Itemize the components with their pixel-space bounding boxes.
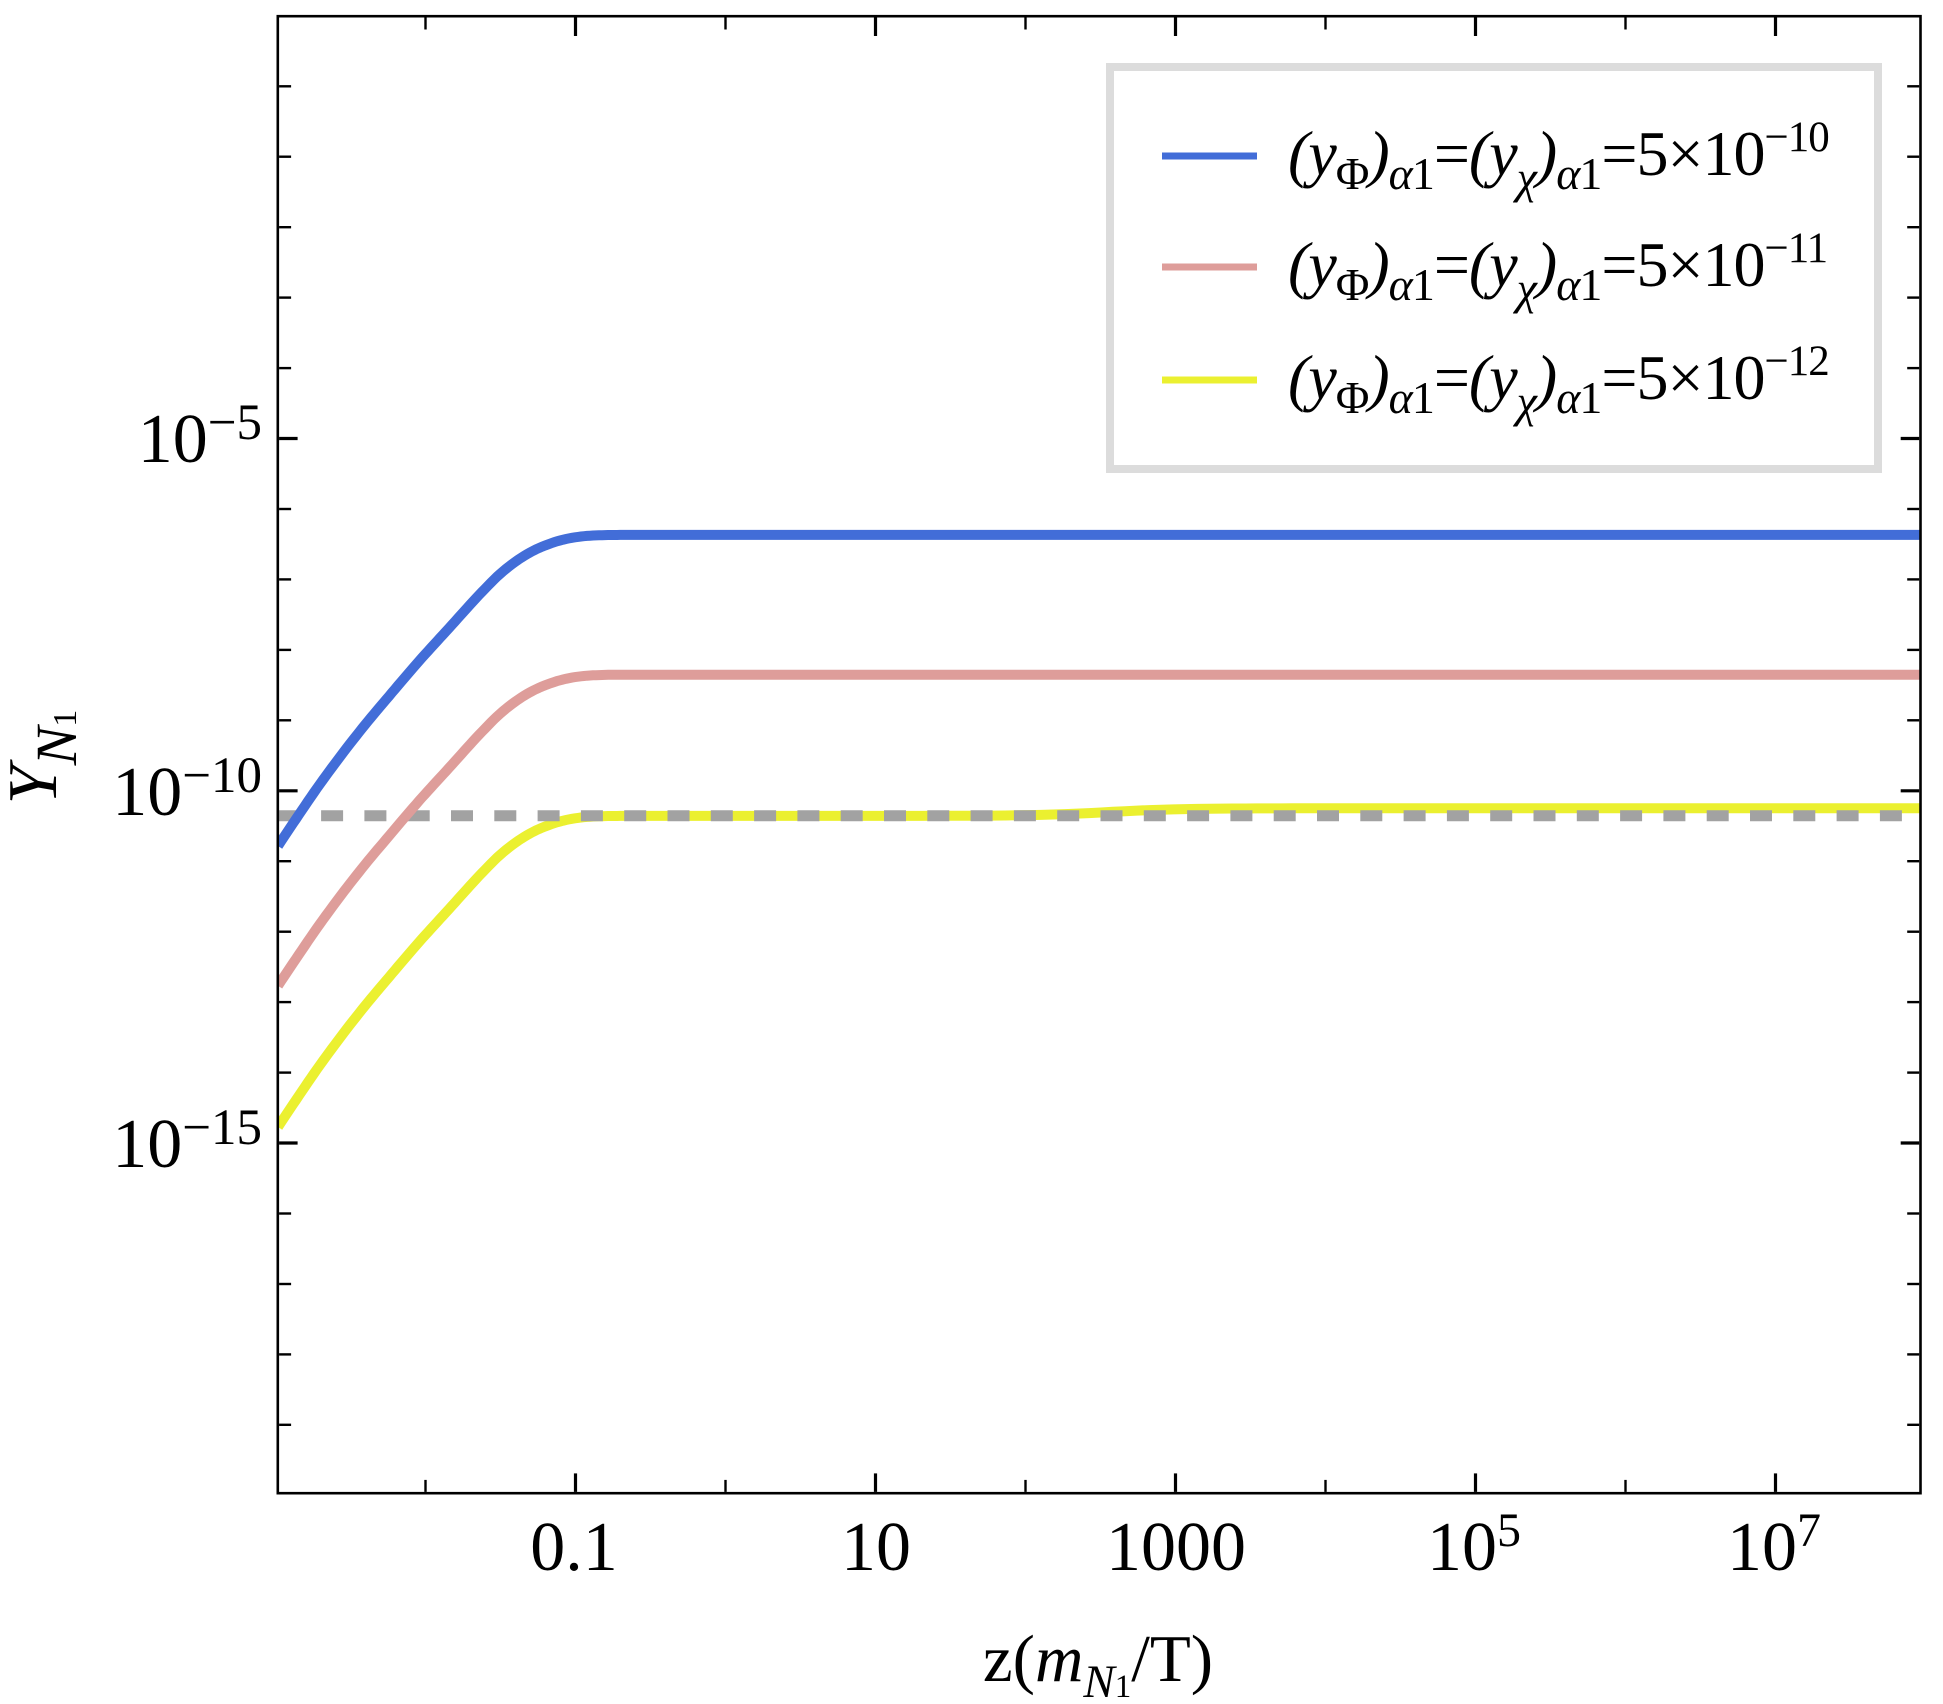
svg-text:10−10: 10−10	[112, 748, 262, 831]
svg-text:(yΦ)α1=(yχ)α1=5×10−10: (yΦ)α1=(yχ)α1=5×10−10	[1288, 114, 1829, 203]
svg-text:1000: 1000	[1106, 1509, 1246, 1586]
svg-text:(yΦ)α1=(yχ)α1=5×10−11: (yΦ)α1=(yχ)α1=5×10−11	[1288, 225, 1827, 314]
svg-text:0.1: 0.1	[530, 1509, 618, 1586]
svg-text:105: 105	[1427, 1504, 1521, 1586]
svg-text:10−15: 10−15	[112, 1100, 262, 1183]
svg-text:(yΦ)α1=(yχ)α1=5×10−12: (yΦ)α1=(yχ)α1=5×10−12	[1288, 338, 1829, 427]
svg-text:10: 10	[841, 1509, 911, 1586]
svg-text:10−5: 10−5	[138, 395, 262, 478]
